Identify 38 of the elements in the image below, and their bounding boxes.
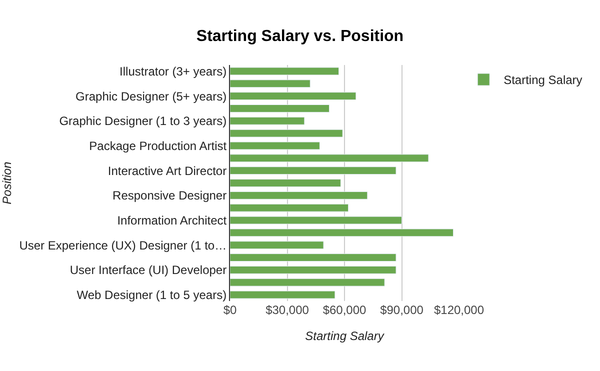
y-axis-title: Position xyxy=(0,161,14,204)
y-tick-label: Graphic Designer (1 to 3 years) xyxy=(59,114,227,128)
bar xyxy=(230,290,336,299)
x-tick-label: $30,000 xyxy=(266,303,310,317)
bar xyxy=(230,80,310,88)
y-tick-label: Graphic Designer (5+ years) xyxy=(76,89,227,104)
y-tick-label: User Interface (UI) Developer xyxy=(70,263,227,278)
bar xyxy=(230,92,356,100)
bar xyxy=(230,254,396,262)
bar xyxy=(230,166,396,175)
x-tick-label: $90,000 xyxy=(380,303,424,317)
y-tick-label: Information Architect xyxy=(117,213,228,228)
y-tick-label: Illustrator (3+ years) xyxy=(120,64,227,78)
bar xyxy=(230,266,396,274)
bar xyxy=(230,67,340,76)
bar xyxy=(230,228,454,237)
bar xyxy=(230,278,385,286)
x-tick-label: $0 xyxy=(223,303,237,317)
bar xyxy=(230,154,429,162)
y-tick-label: Package Production Artist xyxy=(89,138,228,153)
y-tick-label: User Experience (UX) Designer (1 to… xyxy=(19,238,227,252)
bar xyxy=(230,129,343,138)
bar xyxy=(230,191,368,200)
chart-title: Starting Salary vs. Position xyxy=(196,28,404,45)
bar xyxy=(230,142,320,150)
bar xyxy=(230,204,349,212)
bar xyxy=(230,116,305,125)
x-tick-label: $60,000 xyxy=(322,303,367,317)
legend-label: Starting Salary xyxy=(504,73,582,88)
y-tick-label: Web Designer (1 to 5 years) xyxy=(76,288,227,302)
x-axis-title: Starting Salary xyxy=(305,328,385,343)
bar xyxy=(230,179,341,187)
bar xyxy=(230,216,402,224)
bar xyxy=(230,104,330,112)
x-tick-label: $120,000 xyxy=(434,303,484,317)
bar xyxy=(230,241,324,250)
y-tick-label: Interactive Art Director xyxy=(108,164,227,178)
y-tick-label: Responsive Designer xyxy=(112,188,227,203)
